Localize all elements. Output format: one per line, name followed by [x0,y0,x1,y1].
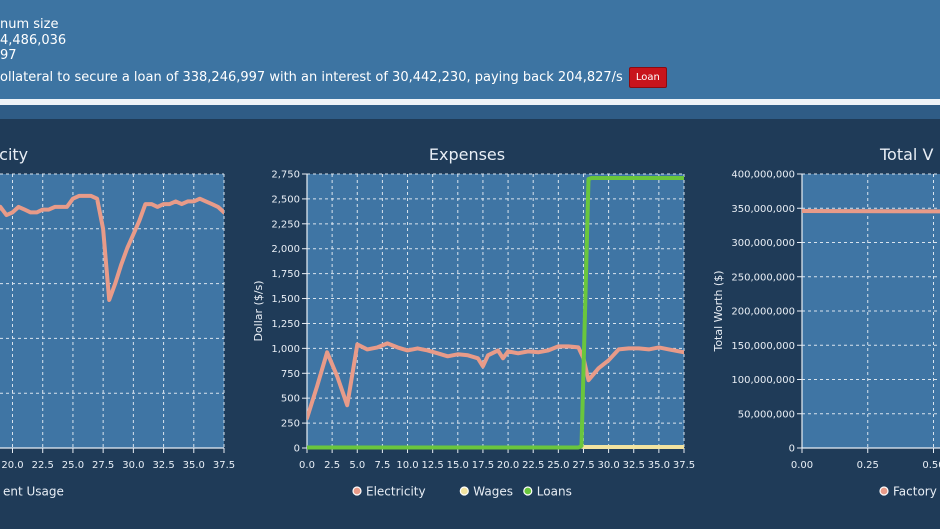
chart-title: Total V [879,145,933,164]
x-tick-label: 0.50 [922,460,940,471]
y-tick-label: 1,000 [271,344,300,355]
y-tick-label: 200,000,000 [731,307,795,318]
legend-label: ent Usage [3,485,64,499]
info-line-2: 4,486,036 [0,33,67,48]
chart-title: Expenses [429,145,505,164]
x-tick-label: 0.25 [857,460,879,471]
x-tick-label: 7.5 [374,460,390,471]
x-tick-label: 35.0 [183,460,205,471]
y-tick-label: 300,000,000 [731,238,795,249]
x-tick-label: 2.5 [324,460,340,471]
y-axis-label: Dollar ($/s) [252,280,265,341]
x-tick-label: 0.00 [791,460,813,471]
y-tick-label: 50,000,000 [738,409,795,420]
info-line-1: num size [0,17,59,32]
x-tick-label: 37.5 [673,460,695,471]
y-tick-label: 100,000,000 [731,375,795,386]
x-tick-label: 30.0 [597,460,619,471]
y-tick-label: 1,500 [271,294,300,305]
chart-2: Total V0.000.250.500.75050,000,000100,00… [712,145,940,499]
x-tick-label: 37.5 [213,460,235,471]
x-tick-label: 32.5 [152,460,174,471]
legend-marker [523,486,533,496]
x-tick-label: 17.5 [472,460,494,471]
x-tick-label: 35.0 [648,460,670,471]
series-line-factory [802,209,940,214]
chart-0: tricity5.017.520.022.525.027.530.032.535… [0,145,235,499]
x-tick-label: 22.5 [522,460,544,471]
y-tick-label: 0 [789,444,795,455]
y-tick-label: 0 [294,444,300,455]
legend-marker [352,486,362,496]
loan-button[interactable]: Loan [628,67,667,88]
loan-row: ollateral to secure a loan of 338,246,99… [0,67,667,88]
y-tick-label: 150,000,000 [731,341,795,352]
y-tick-label: 2,500 [271,194,300,205]
x-tick-label: 20.0 [497,460,519,471]
x-tick-label: 25.0 [62,460,84,471]
legend-label: Wages [473,485,513,499]
info-panel: num size 4,486,036 97 ollateral to secur… [0,0,940,99]
y-tick-label: 500 [281,394,300,405]
divider-shadow [0,105,940,119]
y-tick-label: 400,000,000 [731,170,795,181]
plot-background [0,174,224,448]
panel-divider [0,99,940,105]
y-tick-label: 2,000 [271,244,300,255]
x-tick-label: 22.5 [32,460,54,471]
y-tick-label: 2,250 [271,219,300,230]
y-tick-label: 2,750 [271,170,300,181]
x-tick-label: 27.5 [572,460,594,471]
y-tick-label: 250 [281,419,300,430]
x-tick-label: 32.5 [623,460,645,471]
y-tick-label: 750 [281,369,300,380]
y-axis-label: Total Worth ($) [712,270,725,352]
x-tick-label: 10.0 [396,460,418,471]
series-line-electricity [307,341,684,421]
series-line-loans [307,176,684,450]
x-tick-label: 0.0 [299,460,315,471]
legend-marker [459,486,469,496]
legend-label: Factory [893,485,937,499]
series-line-0 [0,193,224,302]
chart-title: tricity [0,145,28,164]
plot-background [307,174,684,448]
legend-label: Loans [537,485,572,499]
x-tick-label: 15.0 [447,460,469,471]
legend-label: Electricity [366,485,426,499]
y-tick-label: 350,000,000 [731,204,795,215]
x-tick-label: 20.0 [1,460,23,471]
y-tick-label: 250,000,000 [731,272,795,283]
legend-marker [879,486,889,496]
x-tick-label: 5.0 [349,460,365,471]
loan-offer-text: ollateral to secure a loan of 338,246,99… [0,70,623,85]
x-tick-label: 27.5 [92,460,114,471]
y-tick-label: 1,750 [271,269,300,280]
x-tick-label: 12.5 [422,460,444,471]
x-tick-label: 25.0 [547,460,569,471]
x-tick-label: 30.0 [122,460,144,471]
y-tick-label: 1,250 [271,319,300,330]
info-line-3: 97 [0,48,17,63]
chart-1: Expenses 0.0 2.5 5.0 7.5 10.0 12.5 15.0 17.5 20.0… [252,145,695,499]
